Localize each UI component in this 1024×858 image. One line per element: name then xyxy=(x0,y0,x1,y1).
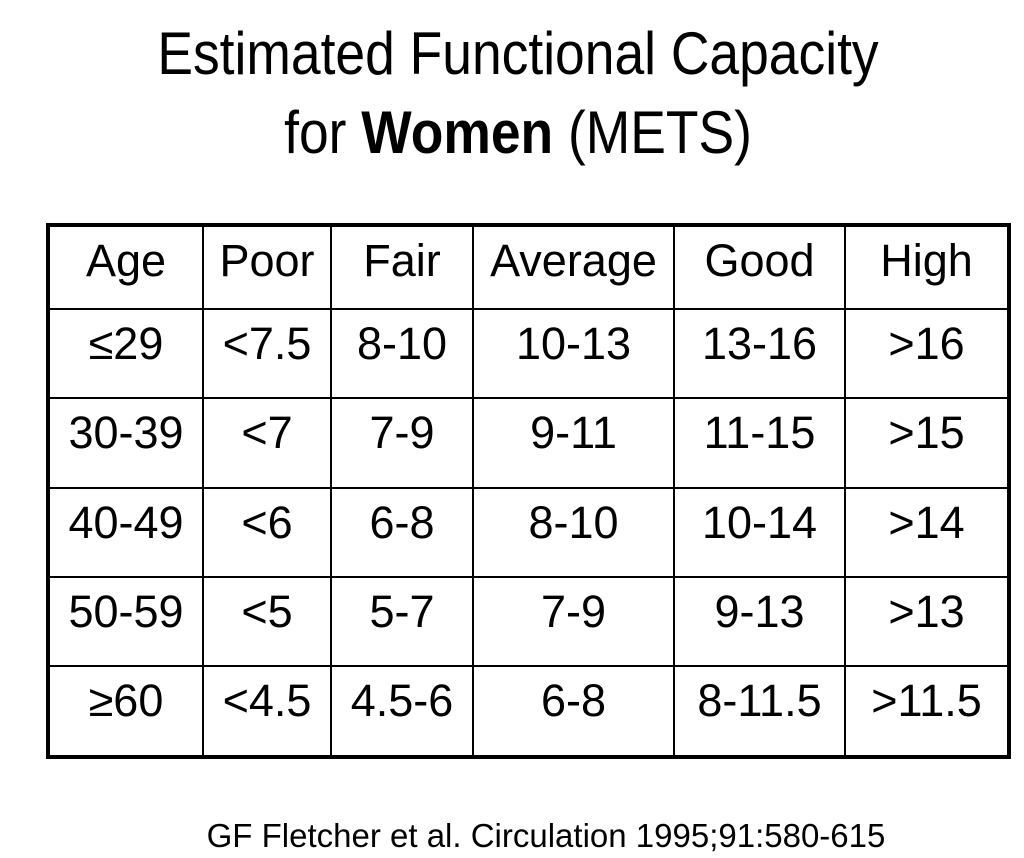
cell-good: 8-11.5 xyxy=(673,665,846,758)
cell-high: >16 xyxy=(844,307,1010,400)
table-row: 50-59 <5 5-7 7-9 9-13 >13 xyxy=(47,575,1010,668)
cell-fair: 4.5-6 xyxy=(330,665,474,758)
cell-age: ≥60 xyxy=(47,665,204,758)
cell-poor: <7.5 xyxy=(202,307,332,400)
title-line2-suffix: (METS) xyxy=(553,99,752,166)
slide-title: Estimated Functional Capacity for Women … xyxy=(62,14,973,172)
col-header-high: High xyxy=(844,224,1010,310)
cell-average: 8-10 xyxy=(472,486,675,578)
cell-good: 9-13 xyxy=(673,575,846,668)
cell-good: 10-14 xyxy=(673,486,846,578)
functional-capacity-table: Age Poor Fair Average Good High ≤29 <7.5… xyxy=(46,223,1011,759)
col-header-age: Age xyxy=(47,224,204,310)
cell-high: >14 xyxy=(844,486,1010,578)
cell-average: 9-11 xyxy=(472,397,675,489)
table-row: ≤29 <7.5 8-10 10-13 13-16 >16 xyxy=(47,307,1010,400)
cell-average: 10-13 xyxy=(472,307,675,400)
col-header-poor: Poor xyxy=(202,224,332,310)
cell-poor: <6 xyxy=(202,486,332,578)
cell-age: 30-39 xyxy=(47,397,204,489)
title-line2-bold-word: Women xyxy=(361,99,554,166)
cell-fair: 8-10 xyxy=(330,307,474,400)
citation: GF Fletcher et al. Circulation 1995;91:5… xyxy=(206,817,886,854)
cell-poor: <5 xyxy=(202,575,332,668)
cell-average: 7-9 xyxy=(472,575,675,668)
cell-fair: 6-8 xyxy=(330,486,474,578)
table-row: 40-49 <6 6-8 8-10 10-14 >14 xyxy=(47,486,1010,578)
cell-fair: 5-7 xyxy=(330,575,474,668)
col-header-average: Average xyxy=(472,224,675,310)
cell-average: 6-8 xyxy=(472,665,675,758)
title-line2-prefix: for xyxy=(284,99,362,166)
cell-poor: <4.5 xyxy=(202,665,332,758)
title-line-2: for Women (METS) xyxy=(62,93,973,172)
col-header-fair: Fair xyxy=(330,224,474,310)
table-row: 30-39 <7 7-9 9-11 11-15 >15 xyxy=(47,397,1010,489)
table-row: ≥60 <4.5 4.5-6 6-8 8-11.5 >11.5 xyxy=(47,665,1010,758)
cell-poor: <7 xyxy=(202,397,332,489)
cell-fair: 7-9 xyxy=(330,397,474,489)
cell-high: >15 xyxy=(844,397,1010,489)
cell-age: ≤29 xyxy=(47,307,204,400)
cell-good: 11-15 xyxy=(673,397,846,489)
title-line-1: Estimated Functional Capacity xyxy=(157,20,879,87)
cell-good: 13-16 xyxy=(673,307,846,400)
cell-age: 50-59 xyxy=(47,575,204,668)
cell-high: >11.5 xyxy=(844,665,1010,758)
cell-high: >13 xyxy=(844,575,1010,668)
table-header-row: Age Poor Fair Average Good High xyxy=(47,224,1010,310)
cell-age: 40-49 xyxy=(47,486,204,578)
col-header-good: Good xyxy=(673,224,846,310)
